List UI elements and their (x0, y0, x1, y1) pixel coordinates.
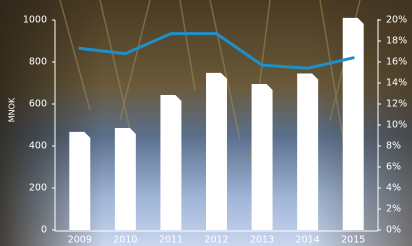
y2-tick-label: 12% (386, 99, 407, 110)
y2-tick-label: 16% (386, 57, 407, 68)
x-tick-label: 2013 (250, 235, 274, 246)
y-tick-label: 600 (29, 99, 47, 110)
bar (297, 74, 318, 230)
y-tick-label: 0 (41, 225, 47, 236)
y2-tick-label: 14% (386, 78, 407, 89)
bar (69, 132, 90, 230)
y-axis-label: MNOK (8, 97, 17, 122)
x-tick-label: 2015 (341, 235, 365, 246)
x-tick-label: 2010 (113, 235, 137, 246)
bar (160, 95, 181, 230)
bar (343, 18, 364, 230)
x-tick-label: 2011 (159, 235, 183, 246)
y-tick-label: 1000 (23, 15, 47, 26)
bar (206, 73, 227, 230)
y2-tick-label: 4% (386, 183, 401, 194)
page: MNOK 0 200 400 600 800 1000 0% 2% 4% 6% 8% 10% 12% 14… (0, 0, 412, 246)
y2-tick-label: 18% (386, 36, 407, 47)
y-tick-label: 400 (29, 141, 47, 152)
y2-tick-label: 10% (386, 120, 407, 131)
x-tick-label: 2012 (204, 235, 228, 246)
y-tick-label: 800 (29, 57, 47, 68)
y2-tick-label: 8% (386, 141, 401, 152)
y2-tick-label: 2% (386, 204, 401, 215)
y2-tick-label: 0% (386, 225, 401, 236)
bar (252, 84, 273, 230)
y2-tick-label: 6% (386, 162, 401, 173)
y2-tick-label: 20% (386, 15, 407, 26)
x-tick-label: 2014 (296, 235, 320, 246)
chart: MNOK 0 200 400 600 800 1000 0% 2% 4% 6% 8% 10% 12% 14… (0, 0, 412, 246)
y-tick-label: 200 (29, 183, 47, 194)
x-tick-label: 2009 (68, 235, 92, 246)
bar (115, 128, 136, 230)
